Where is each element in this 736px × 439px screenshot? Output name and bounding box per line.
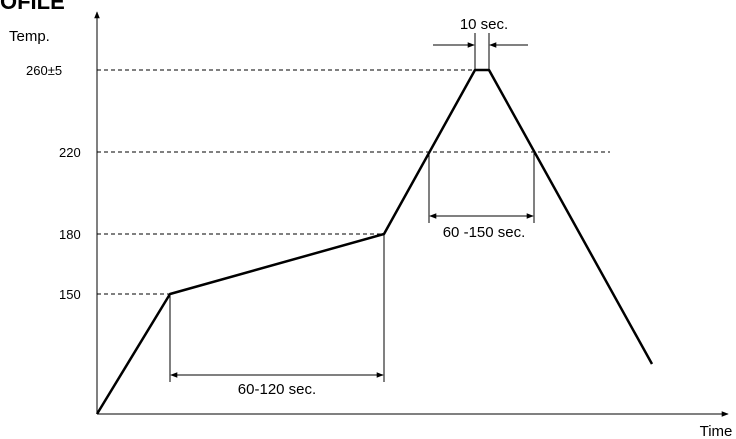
preheat-duration-label: 60-120 sec. — [238, 381, 316, 398]
x-axis-label: Time — [700, 423, 733, 439]
temperature-profile-curve — [95, 68, 654, 415]
above-220-duration-label: 60 -150 sec. — [443, 224, 526, 241]
level-label-180: 180 — [59, 227, 81, 242]
page-title: OFILE — [0, 0, 65, 14]
level-label-220: 220 — [59, 145, 81, 160]
level-label-150: 150 — [59, 287, 81, 302]
peak-duration-label: 10 sec. — [460, 16, 508, 33]
y-axis-label: Temp. — [9, 28, 50, 45]
level-label-260: 260±5 — [26, 63, 62, 78]
